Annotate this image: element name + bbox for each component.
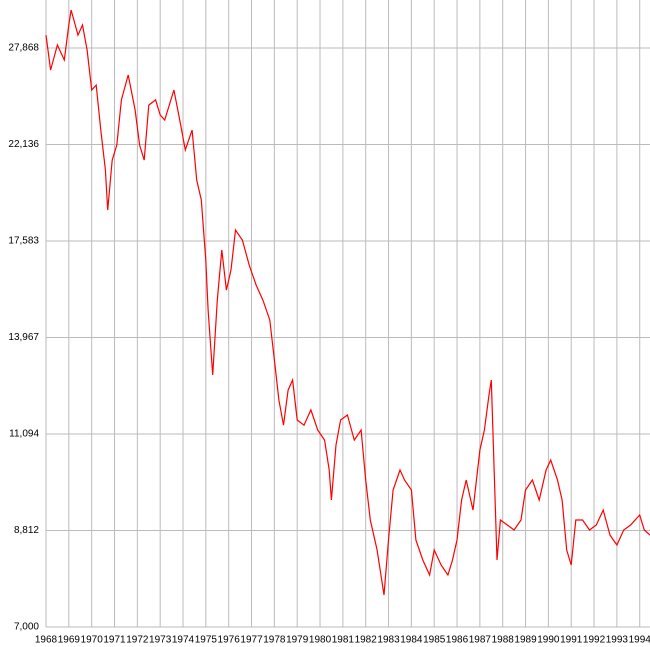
x-tick-label: 1978 [263, 635, 286, 646]
y-tick-label: 17,583 [8, 236, 39, 247]
x-tick-label: 1989 [514, 635, 537, 646]
x-tick-label: 1982 [355, 635, 378, 646]
x-tick-label: 1991 [560, 635, 583, 646]
x-tick-label: 1983 [377, 635, 400, 646]
x-tick-label: 1987 [469, 635, 492, 646]
x-tick-label: 1973 [149, 635, 172, 646]
x-tick-label: 1970 [81, 635, 104, 646]
x-tick-label: 1988 [492, 635, 515, 646]
y-tick-label: 22,136 [8, 139, 39, 150]
x-tick-label: 1972 [126, 635, 149, 646]
x-tick-label: 1981 [332, 635, 355, 646]
x-tick-label: 1971 [103, 635, 126, 646]
x-tick-label: 1986 [446, 635, 469, 646]
x-tick-label: 1979 [286, 635, 309, 646]
line [45, 9, 650, 596]
y-tick-label: 8,812 [14, 525, 39, 536]
y-tick-label: 27,868 [8, 43, 39, 54]
x-tick-label: 1990 [537, 635, 560, 646]
x-tick-label: 1969 [58, 635, 81, 646]
x-tick-label: 1980 [309, 635, 332, 646]
x-tick-label: 1992 [583, 635, 606, 646]
y-tick-label: 13,967 [8, 332, 39, 343]
x-tick-label: 1985 [423, 635, 446, 646]
x-tick-label: 1968 [35, 635, 58, 646]
x-tick-label: 1977 [240, 635, 263, 646]
x-tick-label: 1994 [629, 635, 650, 646]
x-tick-label: 1993 [606, 635, 629, 646]
x-tick-label: 1984 [400, 635, 423, 646]
y-tick-label: 7,000 [14, 622, 39, 633]
x-tick-label: 1974 [172, 635, 195, 646]
x-tick-label: 1975 [195, 635, 218, 646]
y-tick-label: 11,094 [9, 429, 39, 440]
x-tick-label: 1976 [218, 635, 241, 646]
